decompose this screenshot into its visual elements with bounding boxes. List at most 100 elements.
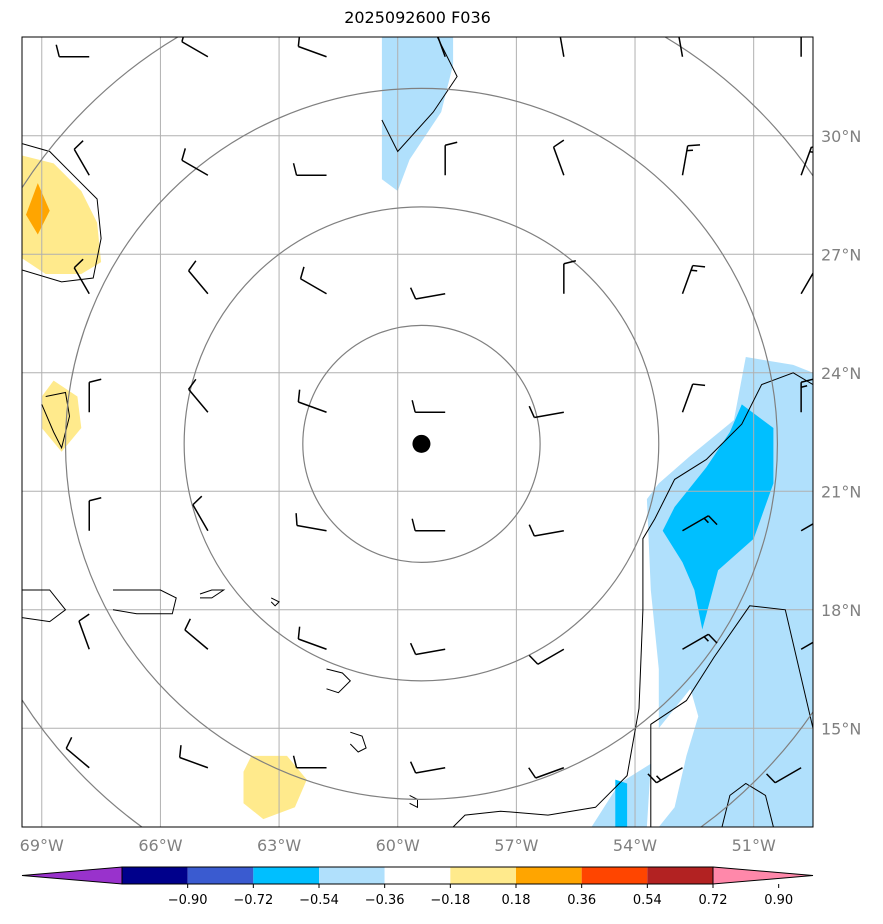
anomaly-region-3 <box>243 755 307 820</box>
barb-feather <box>707 633 718 644</box>
barb-staff <box>78 620 90 650</box>
barb-staff <box>678 37 684 57</box>
anomaly-region-6 <box>662 404 774 630</box>
barb-feather <box>801 24 813 27</box>
wind-barb <box>800 146 813 176</box>
barb-feather <box>692 383 706 387</box>
wind-barb <box>681 383 706 413</box>
barb-half-feather <box>703 636 709 642</box>
anomaly-region-7 <box>615 779 628 827</box>
wind-barb <box>800 24 813 57</box>
barb-staff <box>774 767 802 784</box>
lat-label: 27°N <box>821 245 861 264</box>
barb-staff <box>800 271 813 295</box>
wind-barb <box>181 148 209 176</box>
colorbar-tick-label: −0.36 <box>365 893 405 908</box>
coastline-eastern-land <box>650 605 813 827</box>
coastline-martinique <box>349 731 367 753</box>
barb-feather <box>297 37 301 47</box>
colorbar-tick-label: −0.90 <box>168 893 208 908</box>
barb-feather <box>411 400 416 413</box>
wind-barb <box>681 264 706 295</box>
barb-feather <box>528 405 535 418</box>
barb-staff <box>298 401 327 413</box>
barb-feather <box>692 264 706 268</box>
barb-feather <box>528 524 535 537</box>
barb-feather <box>89 497 102 502</box>
barb-feather <box>827 516 836 525</box>
barb-staff <box>300 278 327 295</box>
barb-staff <box>184 629 209 650</box>
barb-feather <box>409 642 417 655</box>
lat-label: 24°N <box>821 364 861 383</box>
wind-barb <box>800 271 826 295</box>
coastline-anguilla <box>270 597 280 607</box>
barb-half-feather <box>823 637 827 641</box>
colorbar-extend-low <box>21 866 123 885</box>
barb-feather <box>178 745 182 758</box>
barb-feather <box>800 378 813 383</box>
wind-barb <box>552 139 565 176</box>
colorbar-tick-label: 0.36 <box>567 893 596 908</box>
barb-feather <box>677 22 688 27</box>
colorbar-segment <box>516 867 582 884</box>
lat-label: 18°N <box>821 601 861 620</box>
lon-label: 60°W <box>376 836 420 855</box>
barb-staff <box>552 146 565 176</box>
map-background <box>22 37 813 827</box>
wind-barb <box>800 378 813 413</box>
wind-barb <box>677 22 688 57</box>
wind-barb <box>409 287 446 300</box>
colorbar: −0.90 −0.72 −0.54 −0.36 −0.18 0.18 0.36 0.54 0.7… <box>21 866 814 908</box>
barb-staff <box>415 767 446 774</box>
barb-feather <box>411 518 416 531</box>
wind-barb <box>297 389 327 413</box>
wind-barb <box>528 405 564 419</box>
wind-barb <box>73 258 90 295</box>
barb-staff <box>534 411 564 419</box>
colorbar-tick-label: 0.72 <box>699 893 728 908</box>
colorbar-tick-label: −0.54 <box>299 893 339 908</box>
lon-label: 54°W <box>613 836 657 855</box>
coastline-bahamas <box>22 143 102 283</box>
storm-center-layer <box>412 434 431 453</box>
lon-label: 69°W <box>20 836 64 855</box>
barb-staff <box>298 638 327 650</box>
lat-label: 21°N <box>821 482 861 501</box>
range-ring <box>302 324 541 563</box>
wind-barb <box>528 767 565 779</box>
wind-barb <box>292 755 327 769</box>
barb-feather <box>766 773 776 784</box>
wind-barb <box>681 144 701 176</box>
wind-barb <box>88 378 102 413</box>
colorbar-segment <box>253 867 319 884</box>
barb-staff <box>181 159 209 176</box>
lon-label: 66°W <box>138 836 182 855</box>
wind-barb <box>766 767 802 784</box>
wind-barb <box>800 637 827 650</box>
wind-barb <box>78 613 90 650</box>
wind-barb <box>682 515 718 532</box>
colorbar-tick-label: 0.18 <box>502 893 531 908</box>
map-title: 2025092600 F036 <box>344 8 491 27</box>
wind-barb-layer <box>55 22 836 784</box>
barb-feather <box>687 144 701 147</box>
coastline-barbados <box>409 794 418 809</box>
wind-barb <box>88 497 102 531</box>
barb-staff <box>73 148 90 176</box>
barb-feather <box>65 737 73 749</box>
colorbar-segment <box>384 867 451 884</box>
wind-barb <box>409 761 446 774</box>
barb-feather <box>73 258 84 269</box>
coastline-island-n <box>381 37 458 153</box>
barb-feather <box>409 761 417 774</box>
wind-barb <box>299 266 327 295</box>
wind-barb <box>187 260 209 295</box>
barb-feather <box>814 272 826 275</box>
wind-barb <box>528 648 565 665</box>
barb-feather <box>707 515 718 526</box>
barb-half-feather <box>690 269 698 272</box>
barb-feather <box>73 140 84 150</box>
